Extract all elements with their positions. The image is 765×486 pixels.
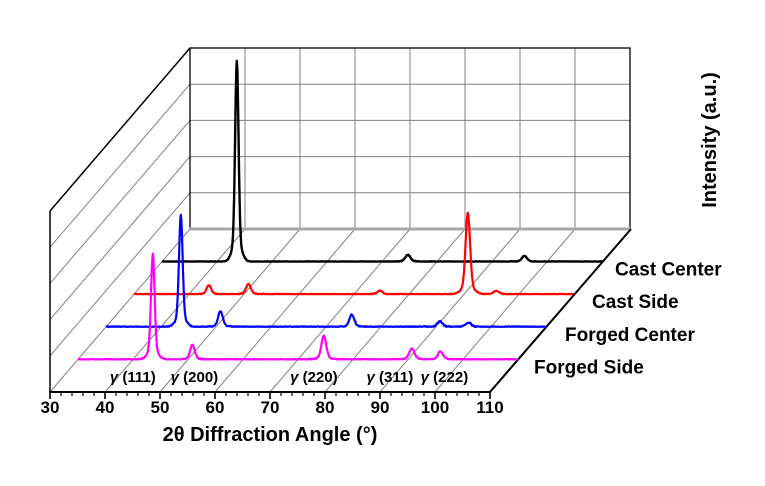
x-tick-label-70: 70	[261, 398, 280, 417]
left-top-receding-edge	[49, 47, 191, 212]
peak-label-2: γ (220)	[290, 369, 338, 386]
x-tick-label-100: 100	[421, 398, 449, 417]
floor-grid-line	[379, 228, 521, 393]
peak-label-3: γ (311)	[366, 369, 413, 386]
left-wall-grid-line	[49, 156, 191, 320]
x-axis: 30 40 50 60 70 80 90 100 110	[41, 391, 504, 417]
left-wall-grid-line	[49, 83, 191, 248]
curves	[77, 59, 603, 361]
peak-label-4: γ (222)	[421, 369, 469, 386]
floor-grid-line	[104, 228, 246, 393]
floor-grid-line	[434, 228, 576, 393]
left-wall-grid-line	[49, 228, 191, 393]
x-tick-label-30: 30	[41, 398, 60, 417]
x-tick-label-110: 110	[476, 398, 503, 417]
left-wall-grid-line	[49, 192, 191, 357]
series-label-forged-center: Forged Center	[565, 325, 695, 346]
left-wall-grid-line	[49, 120, 191, 284]
curve-cast-center	[161, 59, 603, 263]
x-axis-title: 2θ Diffraction Angle (°)	[163, 424, 378, 446]
plot-generated-layers: 30 40 50 60 70 80 90 100 110 Forged Side Forged Ce…	[41, 47, 722, 417]
floor-grid-line	[269, 228, 411, 393]
x-tick-label-60: 60	[206, 398, 225, 417]
x-tick-label-90: 90	[371, 398, 390, 417]
curve-forged-side	[77, 252, 519, 361]
floor-grid	[104, 228, 576, 393]
floor-grid-line	[214, 228, 356, 393]
x-tick-label-80: 80	[316, 398, 335, 417]
floor-grid-line	[324, 228, 466, 393]
back-wall-grid	[190, 48, 630, 229]
right-floor-receding-edge	[489, 228, 632, 393]
curve-cast-side	[133, 211, 575, 296]
labels: Forged Side Forged Center Cast Side Cast Ce…	[110, 260, 722, 386]
series-label-cast-side: Cast Side	[592, 292, 679, 313]
series-label-cast-center: Cast Center	[615, 260, 722, 281]
x-tick-label-40: 40	[96, 398, 115, 417]
box-frame	[49, 47, 632, 393]
peak-label-0: γ (111)	[110, 369, 156, 386]
z-axis-title: Intensity (a.u.)	[699, 72, 721, 208]
left-wall-grid	[49, 83, 191, 393]
floor-grid-line	[159, 228, 301, 393]
series-label-forged-side: Forged Side	[534, 357, 644, 378]
curve-forged-center	[105, 213, 547, 328]
x-tick-label-50: 50	[151, 398, 170, 417]
peak-label-1: γ (200)	[171, 369, 219, 386]
